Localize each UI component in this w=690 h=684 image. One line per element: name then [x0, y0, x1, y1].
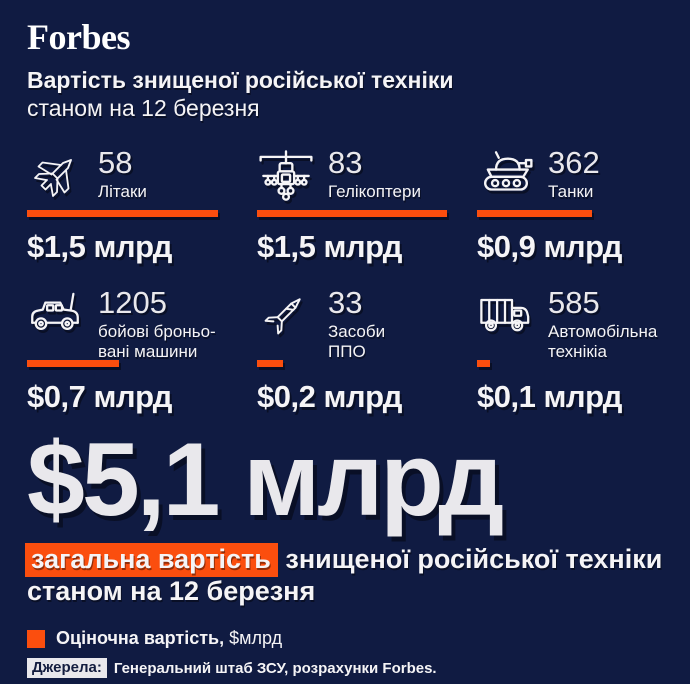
value-bar: [477, 209, 592, 217]
stat-value: $0,7 млрд: [27, 378, 172, 414]
stat-count: 362: [548, 144, 600, 180]
stat-card-tanks: 362 Танки $0,9 млрд: [477, 146, 663, 265]
value-bar: [477, 359, 490, 367]
apc-icon: [27, 286, 85, 342]
stat-count: 83: [328, 144, 363, 180]
stat-card-armored-vehicles: 1205 бойові броньо- вані машини $0,7 млр…: [27, 286, 257, 415]
stat-label: Літаки: [98, 181, 147, 201]
value-bar: [257, 359, 283, 367]
stat-value: $0,1 млрд: [477, 378, 622, 414]
stat-card-trucks: 585 Автомобільна технікіа $0,1 млрд: [477, 286, 663, 415]
stat-value: $1,5 млрд: [257, 228, 402, 264]
source-text: Генеральний штаб ЗСУ, розрахунки Forbes.: [113, 659, 437, 677]
total-amount: $5,1 млрд: [27, 421, 504, 538]
stat-label: Автомобільна технікіа: [548, 321, 658, 361]
source-line: Джерела: Генеральний штаб ЗСУ, розрахунк…: [27, 658, 663, 679]
legend: Оціночна вартість, $млрд: [27, 628, 663, 649]
source-prefix: Джерела:: [27, 658, 107, 679]
stat-card-helicopters: 83 Гелікоптери $1,5 млрд: [257, 146, 477, 265]
page-title: Вартість знищеної російської техніки: [27, 67, 454, 93]
tagline-line2: станом на 12 березня: [27, 575, 316, 606]
tank-icon: [477, 146, 535, 204]
stat-count: 1205: [98, 284, 167, 320]
truck-icon: [477, 286, 535, 342]
stat-count: 58: [98, 144, 133, 180]
legend-label-regular: $млрд: [229, 628, 283, 649]
legend-label-bold: Оціночна вартість,: [56, 628, 225, 649]
tagline-highlight: загальна вартість: [25, 542, 278, 577]
missile-icon: [257, 286, 315, 342]
stat-card-jets: 58 Літаки $1,5 млрд: [27, 146, 257, 265]
stat-value: $1,5 млрд: [27, 228, 172, 264]
stat-count: 585: [548, 284, 600, 320]
stat-value: $0,2 млрд: [257, 378, 402, 414]
jet-icon: [27, 146, 85, 204]
helicopter-icon: [257, 146, 315, 204]
stat-count: 33: [328, 284, 363, 320]
value-bar: [257, 209, 447, 217]
value-bar: [27, 359, 119, 367]
stats-grid: 58 Літаки $1,5 млрд: [27, 146, 663, 415]
stat-label: Танки: [548, 181, 594, 201]
page-subtitle: станом на 12 березня: [27, 95, 260, 122]
stat-label: бойові броньо- вані машини: [98, 321, 216, 361]
stat-label: Засоби ППО: [328, 321, 386, 361]
stat-value: $0,9 млрд: [477, 228, 622, 264]
value-bar: [27, 209, 218, 217]
stat-label: Гелікоптери: [328, 181, 421, 201]
stat-card-air-defense: 33 Засоби ППО $0,2 млрд: [257, 286, 477, 415]
legend-swatch: [27, 629, 45, 648]
tagline-rest: знищеної російської техніки: [277, 543, 663, 574]
total-tagline: загальна вартість знищеної російської те…: [25, 542, 663, 608]
forbes-logo: Forbes: [27, 17, 130, 57]
